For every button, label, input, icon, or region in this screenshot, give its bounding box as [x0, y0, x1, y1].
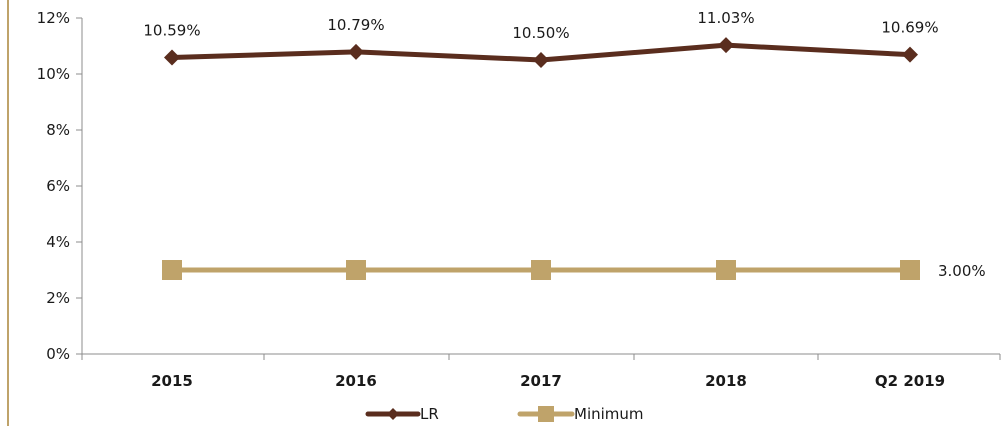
legend-item-minimum: Minimum: [517, 405, 644, 423]
y-tick-label: 0%: [46, 345, 70, 363]
legend-label: LR: [420, 405, 439, 423]
data-label: 10.69%: [881, 19, 938, 37]
legend: LR Minimum: [365, 405, 644, 423]
x-category-label: 2017: [520, 372, 562, 390]
data-point-marker: [533, 52, 549, 68]
series-lr: 10.59% 10.79% 10.50% 11.03% 10.69%: [143, 9, 939, 68]
data-point-marker: [164, 49, 180, 66]
data-point-marker: [531, 260, 551, 280]
x-category-label: 2018: [705, 372, 747, 390]
series-layer: 10.59% 10.79% 10.50% 11.03% 10.69% 3.00%: [143, 9, 986, 280]
data-point-marker: [716, 260, 736, 280]
legend-item-lr: LR: [365, 405, 439, 423]
y-tick-label: 2%: [46, 289, 70, 307]
data-point-marker: [346, 260, 366, 280]
legend-label: Minimum: [574, 405, 644, 423]
y-tick-label: 4%: [46, 233, 70, 251]
y-ticks: 0% 2% 4% 6% 8% 10% 12%: [37, 9, 82, 363]
y-axis: 0% 2% 4% 6% 8% 10% 12%: [37, 9, 83, 363]
data-point-marker: [900, 260, 920, 280]
x-category-label: 2016: [335, 372, 377, 390]
y-tick-label: 8%: [46, 121, 70, 139]
x-ticks: 2015 2016 2017 2018 Q2 2019: [81, 354, 1001, 390]
data-point-marker: [718, 37, 734, 54]
y-tick-label: 12%: [37, 9, 70, 27]
data-label: 11.03%: [697, 9, 754, 27]
data-label: 10.59%: [143, 21, 200, 39]
data-label: 10.79%: [327, 16, 384, 34]
x-axis: 2015 2016 2017 2018 Q2 2019: [81, 353, 1001, 390]
x-category-label: Q2 2019: [875, 372, 945, 390]
data-point-marker: [162, 260, 182, 280]
y-tick-label: 10%: [37, 65, 70, 83]
data-point-marker: [902, 46, 918, 63]
legend-marker: [387, 408, 399, 420]
series-minimum: 3.00%: [162, 260, 986, 280]
y-tick-label: 6%: [46, 177, 70, 195]
legend-marker: [538, 406, 554, 422]
data-label: 3.00%: [938, 262, 986, 280]
data-point-marker: [348, 43, 364, 60]
data-label: 10.50%: [512, 24, 569, 42]
x-category-label: 2015: [151, 372, 193, 390]
